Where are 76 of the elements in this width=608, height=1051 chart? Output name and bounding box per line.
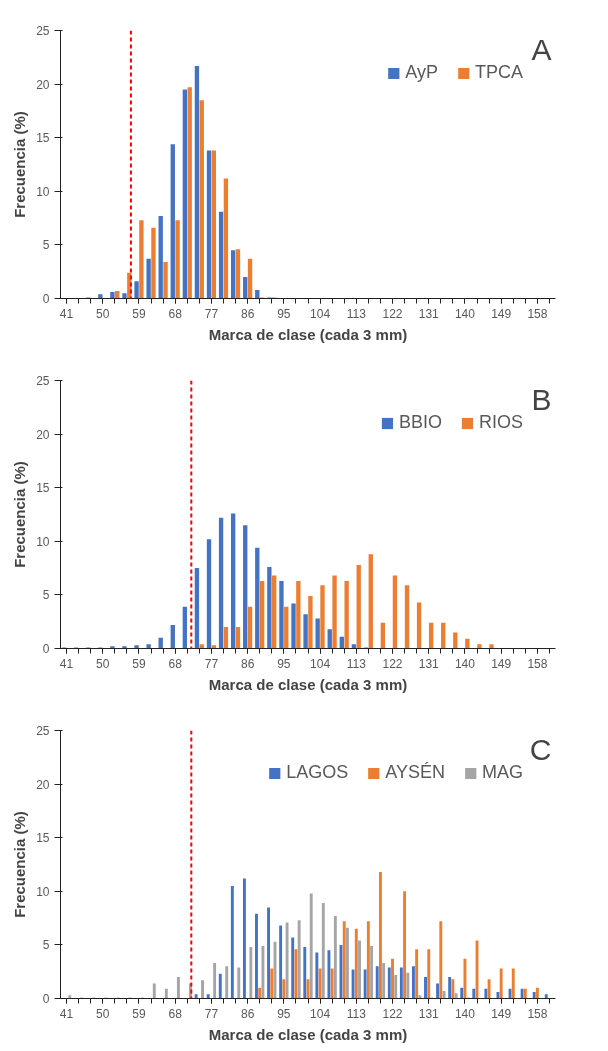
y-axis-title: Frecuencia (%) xyxy=(11,811,29,918)
x-tick-label: 140 xyxy=(454,1006,476,1021)
legend-label: RIOS xyxy=(478,412,523,433)
x-tick-label: 131 xyxy=(418,1006,440,1021)
x-tick-label: 113 xyxy=(346,1006,367,1021)
x-tick-label: 77 xyxy=(204,1006,219,1021)
x-tick-label: 104 xyxy=(310,656,331,671)
x-tick-label: 68 xyxy=(168,656,183,671)
x-tick-label: 41 xyxy=(59,656,74,671)
annotation: C xyxy=(529,732,552,766)
y-tick-label: 20 xyxy=(36,427,50,442)
x-tick-label: 122 xyxy=(382,306,403,321)
legend-label: TPCA xyxy=(474,62,523,83)
x-tick-label: 68 xyxy=(168,1006,183,1021)
legend-label: MAG xyxy=(481,762,523,783)
x-tick-label: 158 xyxy=(527,306,548,321)
x-tick-label: 68 xyxy=(168,306,183,321)
y-tick-label: 5 xyxy=(42,588,50,603)
x-tick-label: 149 xyxy=(491,1006,512,1021)
legend-label: AyP xyxy=(405,62,438,83)
y-tick-label: 10 xyxy=(36,884,50,899)
x-tick-label: 50 xyxy=(96,1006,110,1021)
x-tick-label: 149 xyxy=(491,656,512,671)
y-tick-label: 10 xyxy=(36,534,50,549)
x-tick-label: 122 xyxy=(382,656,403,671)
y-tick-label: 20 xyxy=(36,777,50,792)
y-axis-title: Frecuencia (%) xyxy=(11,111,29,218)
x-tick-label: 86 xyxy=(240,656,255,671)
y-tick-label: 0 xyxy=(42,292,50,306)
x-axis-title: Marca de clase (cada 3 mm) xyxy=(208,675,408,693)
x-tick-label: 41 xyxy=(59,1006,74,1021)
x-tick-label: 86 xyxy=(240,306,255,321)
x-tick-label: 158 xyxy=(527,656,548,671)
x-tick-label: 86 xyxy=(240,1006,255,1021)
x-tick-label: 131 xyxy=(418,306,440,321)
x-tick-label: 95 xyxy=(277,306,291,321)
y-tick-label: 15 xyxy=(36,831,50,846)
y-tick-label: 0 xyxy=(42,992,50,1006)
y-tick-label: 15 xyxy=(36,131,50,146)
x-tick-label: 113 xyxy=(346,656,367,671)
legend-label: BBIO xyxy=(398,412,442,433)
y-tick-label: 5 xyxy=(42,938,50,953)
x-tick-label: 59 xyxy=(132,306,146,321)
y-tick-label: 20 xyxy=(36,77,50,92)
x-tick-label: 77 xyxy=(204,306,219,321)
x-tick-label: 59 xyxy=(132,656,146,671)
x-tick-label: 113 xyxy=(346,306,367,321)
y-tick-label: 5 xyxy=(42,238,50,253)
x-tick-label: 104 xyxy=(310,1006,331,1021)
x-tick-label: 131 xyxy=(418,656,440,671)
y-tick-label: 10 xyxy=(36,184,50,199)
x-tick-label: 140 xyxy=(454,306,476,321)
x-tick-label: 59 xyxy=(132,1006,146,1021)
annotation: A xyxy=(531,32,552,66)
y-tick-label: 0 xyxy=(42,642,50,656)
x-tick-label: 149 xyxy=(491,306,512,321)
x-tick-label: 140 xyxy=(454,656,476,671)
x-tick-label: 104 xyxy=(310,306,331,321)
y-tick-label: 25 xyxy=(36,24,50,38)
x-tick-label: 50 xyxy=(96,306,110,321)
x-tick-label: 158 xyxy=(527,1006,548,1021)
x-axis-title: Marca de clase (cada 3 mm) xyxy=(208,1025,408,1043)
x-axis-title: Marca de clase (cada 3 mm) xyxy=(208,325,408,343)
y-tick-label: 15 xyxy=(36,481,50,496)
y-tick-label: 25 xyxy=(36,374,50,388)
annotation: B xyxy=(531,382,552,416)
x-tick-label: 77 xyxy=(204,656,219,671)
legend-label: AYSÉN xyxy=(385,762,445,783)
x-tick-label: 95 xyxy=(277,1006,291,1021)
legend-label: LAGOS xyxy=(286,762,349,783)
y-tick-label: 25 xyxy=(36,724,50,738)
x-tick-label: 95 xyxy=(277,656,291,671)
x-tick-label: 50 xyxy=(96,656,110,671)
x-tick-label: 122 xyxy=(382,1006,403,1021)
y-axis-title: Frecuencia (%) xyxy=(11,461,29,568)
x-tick-label: 41 xyxy=(59,306,74,321)
